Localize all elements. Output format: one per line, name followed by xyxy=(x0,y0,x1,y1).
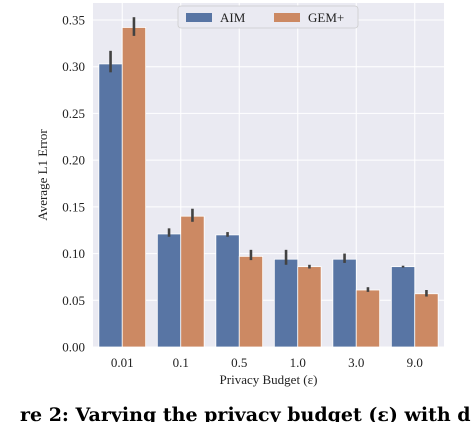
legend-label-aim: AIM xyxy=(220,10,246,25)
x-tick-label: 1.0 xyxy=(290,355,306,370)
legend-label-gem: GEM+ xyxy=(308,10,344,25)
x-tick-label: 0.01 xyxy=(111,355,134,370)
y-tick-label: 0.15 xyxy=(62,199,85,214)
x-tick-label: 3.0 xyxy=(348,355,364,370)
y-tick-label: 0.25 xyxy=(62,106,85,121)
bar-gem-1.0 xyxy=(297,266,322,348)
y-tick-label: 0.00 xyxy=(62,340,85,355)
figure-caption-text: re 2: Varying the privacy budget (ε) wit… xyxy=(20,404,471,422)
plot-background xyxy=(93,3,444,347)
x-axis-label: Privacy Budget (ε) xyxy=(220,372,318,387)
bar-gem-9.0 xyxy=(414,293,439,348)
bar-aim-0.01 xyxy=(98,63,123,348)
bar-aim-9.0 xyxy=(390,266,416,348)
y-tick-label: 0.05 xyxy=(62,293,85,308)
bar-aim-0.5 xyxy=(215,234,240,348)
bar-gem-3.0 xyxy=(355,289,381,348)
legend-swatch-aim xyxy=(186,13,212,22)
x-tick-label: 9.0 xyxy=(407,355,423,370)
bar-aim-0.1 xyxy=(156,233,182,348)
bar-aim-1.0 xyxy=(273,258,299,348)
legend-box xyxy=(177,5,359,29)
bar-gem-0.1 xyxy=(180,215,205,348)
y-tick-label: 0.20 xyxy=(62,153,85,168)
x-tick-label: 0.5 xyxy=(231,355,247,370)
y-tick-label: 0.35 xyxy=(62,13,85,28)
bar-gem-0.5 xyxy=(238,255,264,348)
y-tick-label: 0.30 xyxy=(62,59,85,74)
bar-gem-0.01 xyxy=(121,27,147,348)
legend-swatch-gem xyxy=(274,13,300,22)
x-tick-label: 0.1 xyxy=(173,355,189,370)
y-axis-label: Average L1 Error xyxy=(35,129,50,221)
figure-caption: re 2: Varying the privacy budget (ε) wit… xyxy=(0,396,472,422)
bar-aim-3.0 xyxy=(332,258,357,348)
y-tick-label: 0.10 xyxy=(62,246,85,261)
